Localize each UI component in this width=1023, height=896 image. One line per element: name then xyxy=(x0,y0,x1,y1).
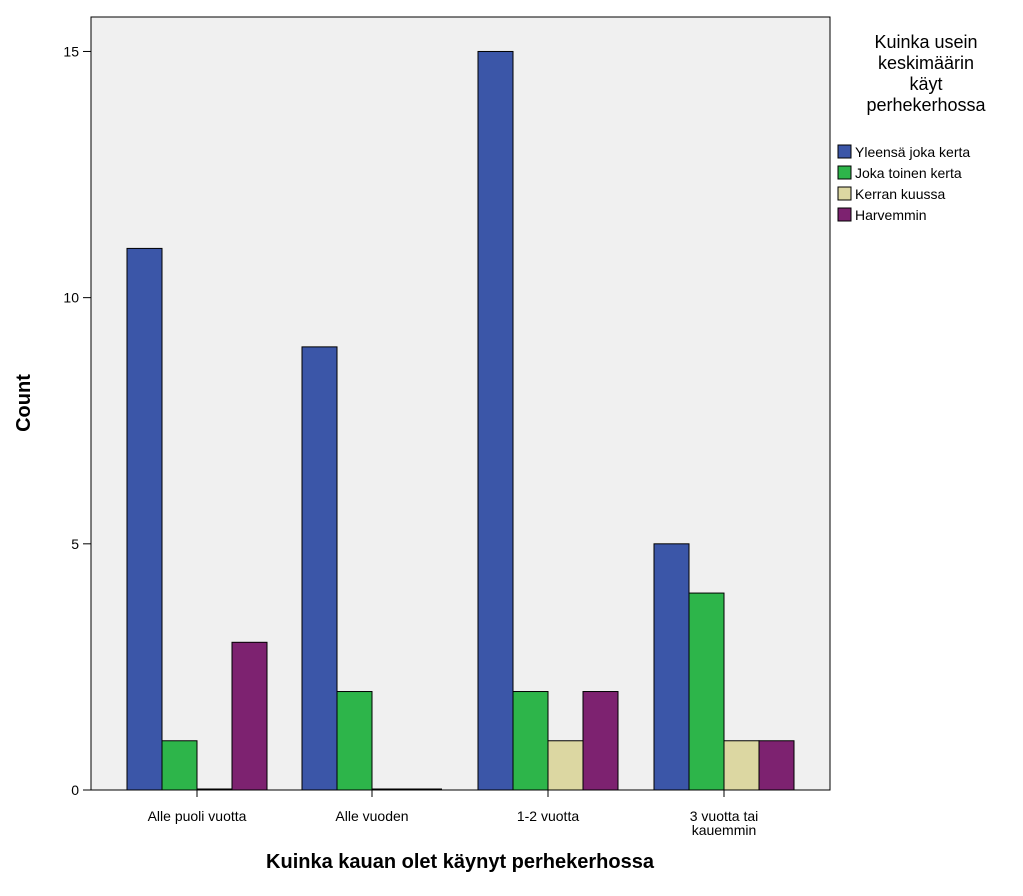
bar xyxy=(512,691,549,791)
legend-swatch xyxy=(837,186,852,201)
x-tick-label: Alle vuoden xyxy=(335,808,408,824)
bar xyxy=(758,740,795,791)
bar xyxy=(126,247,163,791)
x-tick-label: 1-2 vuotta xyxy=(517,808,579,824)
legend-label: Yleensä joka kerta xyxy=(855,144,970,160)
legend-label: Joka toinen kerta xyxy=(855,165,962,181)
axis-labels: Alle puoli vuotta Alle vuoden 1-2 vuotta 3 … xyxy=(13,374,758,873)
bar xyxy=(301,346,338,791)
bar xyxy=(336,691,373,791)
legend: Kuinka useinkeskimäärinkäytperhekerhossa… xyxy=(837,32,987,223)
bar xyxy=(161,740,198,791)
legend-swatch xyxy=(837,144,852,159)
bar xyxy=(547,740,584,791)
axes: 0 5 10 15 xyxy=(63,43,725,798)
x-tick-label: kauemmin xyxy=(692,822,757,838)
legend-title: perhekerhossa xyxy=(866,95,986,115)
y-tick-label: 15 xyxy=(63,43,79,59)
bars xyxy=(126,50,795,791)
x-tick-label: 3 vuotta tai xyxy=(690,808,759,824)
legend-title: Kuinka usein xyxy=(874,32,977,52)
bar xyxy=(723,740,760,791)
legend-title: käyt xyxy=(909,74,942,94)
x-axis-title: Kuinka kauan olet käynyt perhekerhossa xyxy=(266,851,655,873)
y-axis-title: Count xyxy=(13,374,35,432)
y-tick-label: 10 xyxy=(63,290,79,306)
legend-swatch xyxy=(837,165,852,180)
legend-title: keskimäärin xyxy=(878,53,974,73)
x-tick-label: Alle puoli vuotta xyxy=(148,808,247,824)
bar xyxy=(582,691,619,791)
y-tick-label: 5 xyxy=(71,536,79,552)
bar xyxy=(688,592,725,791)
bar xyxy=(653,543,690,791)
bar xyxy=(477,50,514,791)
legend-swatch xyxy=(837,207,852,222)
bar xyxy=(231,641,268,791)
legend-label: Kerran kuussa xyxy=(855,186,945,202)
legend-label: Harvemmin xyxy=(855,207,927,223)
y-tick-label: 0 xyxy=(71,782,79,798)
